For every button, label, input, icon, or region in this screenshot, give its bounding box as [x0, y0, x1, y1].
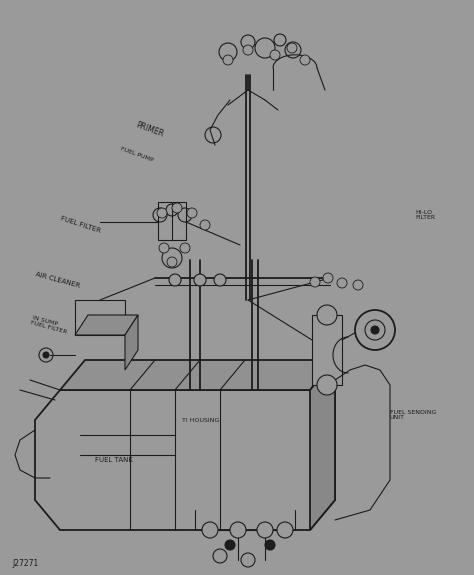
Circle shape — [317, 305, 337, 325]
Polygon shape — [310, 360, 335, 530]
Text: FUEL SENDING
UNIT: FUEL SENDING UNIT — [390, 409, 437, 420]
Polygon shape — [60, 360, 335, 390]
Circle shape — [194, 274, 206, 286]
Circle shape — [43, 352, 49, 358]
Circle shape — [243, 45, 253, 55]
Polygon shape — [35, 360, 335, 530]
Circle shape — [317, 375, 337, 395]
Circle shape — [337, 278, 347, 288]
Circle shape — [265, 540, 275, 550]
Circle shape — [200, 220, 210, 230]
Circle shape — [167, 257, 177, 267]
Circle shape — [353, 280, 363, 290]
Circle shape — [157, 208, 167, 218]
Text: HI-LO
FILTER: HI-LO FILTER — [415, 210, 435, 220]
Circle shape — [159, 243, 169, 253]
Circle shape — [310, 277, 320, 287]
Text: FUEL PUMP: FUEL PUMP — [120, 147, 154, 163]
Circle shape — [257, 522, 273, 538]
Circle shape — [270, 50, 280, 60]
Circle shape — [225, 540, 235, 550]
Text: PRIMER: PRIMER — [135, 121, 165, 139]
Circle shape — [187, 208, 197, 218]
Circle shape — [323, 273, 333, 283]
Circle shape — [180, 243, 190, 253]
Bar — [158, 202, 186, 240]
Text: FUEL TANK: FUEL TANK — [95, 457, 133, 463]
Polygon shape — [75, 315, 138, 335]
Text: J27271: J27271 — [12, 559, 38, 568]
Bar — [312, 315, 342, 385]
Circle shape — [172, 203, 182, 213]
Text: FUEL FILTER: FUEL FILTER — [60, 216, 102, 235]
Circle shape — [355, 310, 395, 350]
Circle shape — [202, 522, 218, 538]
Circle shape — [365, 320, 385, 340]
Polygon shape — [125, 315, 138, 370]
Bar — [75, 300, 125, 335]
Text: IN SUMP
FUEL FILTER: IN SUMP FUEL FILTER — [30, 315, 69, 335]
Circle shape — [214, 274, 226, 286]
Circle shape — [287, 43, 297, 53]
Circle shape — [371, 326, 379, 334]
Circle shape — [277, 522, 293, 538]
Circle shape — [223, 55, 233, 65]
Circle shape — [169, 274, 181, 286]
Circle shape — [300, 55, 310, 65]
Circle shape — [162, 248, 182, 268]
Text: TI HOUSING: TI HOUSING — [182, 417, 219, 423]
Text: AIR CLEANER: AIR CLEANER — [35, 271, 81, 289]
Circle shape — [230, 522, 246, 538]
